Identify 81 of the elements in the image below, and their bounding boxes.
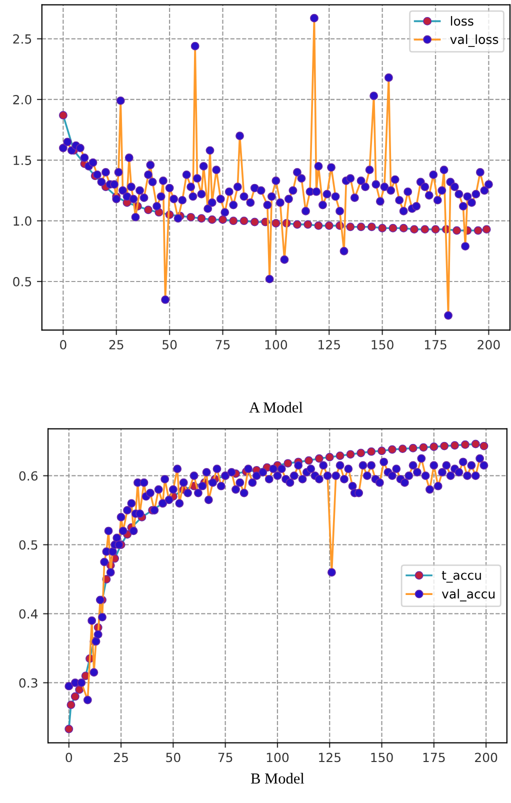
- point: [378, 224, 387, 232]
- point: [314, 454, 324, 463]
- point: [58, 111, 68, 120]
- x-tick-label: 50: [166, 752, 180, 762]
- point: [398, 444, 407, 454]
- x-tick-label: 200: [478, 340, 500, 350]
- point: [388, 224, 398, 232]
- point: [304, 220, 312, 229]
- point: [367, 447, 376, 456]
- y-tick-label: 0.6: [19, 471, 38, 481]
- legend-label: t_accu: [442, 570, 481, 583]
- point: [240, 216, 248, 226]
- point: [431, 225, 440, 234]
- x-tick-label: 50: [162, 340, 177, 350]
- y-tick-label: 1.5: [14, 156, 32, 166]
- x-tick-label: 25: [109, 340, 124, 350]
- point: [284, 459, 292, 468]
- point: [272, 219, 280, 228]
- point: [378, 446, 386, 456]
- y-tick-label: 0.5: [19, 540, 38, 550]
- point: [460, 440, 470, 449]
- point: [250, 218, 259, 226]
- point: [325, 452, 334, 462]
- point: [399, 224, 408, 232]
- x-tick-label: 100: [266, 752, 289, 762]
- x-tick-label: 75: [216, 340, 230, 350]
- point: [419, 443, 428, 452]
- x-tick-label: 0: [60, 340, 66, 350]
- point: [197, 214, 206, 223]
- y-tick-label: 2.0: [13, 94, 32, 104]
- point: [218, 215, 227, 224]
- y-tick-label: 0.4: [19, 609, 38, 619]
- point: [367, 222, 376, 232]
- point: [66, 700, 76, 710]
- y-tick-label: 0.5: [13, 276, 32, 286]
- point: [356, 448, 366, 458]
- point: [482, 225, 491, 234]
- y-tick-label: 2.5: [13, 34, 32, 44]
- x-tick-label: 100: [265, 340, 288, 350]
- point: [474, 226, 482, 235]
- point: [346, 450, 355, 459]
- point: [440, 442, 449, 450]
- x-axis-title: A Model: [249, 402, 303, 413]
- x-tick-label: 125: [318, 340, 340, 350]
- point: [420, 225, 430, 234]
- x-tick-label: 0: [66, 752, 72, 762]
- x-tick-label: 175: [423, 752, 445, 762]
- point: [346, 222, 355, 232]
- point: [471, 440, 480, 448]
- legend-label: loss: [450, 16, 474, 26]
- x-tick-label: 125: [319, 752, 340, 762]
- point: [452, 226, 462, 235]
- point: [324, 221, 334, 230]
- point: [336, 451, 344, 460]
- point: [356, 222, 366, 232]
- point: [144, 206, 153, 214]
- point: [408, 444, 418, 452]
- point: [304, 456, 313, 465]
- y-tick-label: 1.0: [14, 216, 32, 226]
- point: [186, 212, 196, 222]
- y-tick-label: 0.3: [19, 678, 38, 688]
- point: [314, 221, 323, 230]
- point: [450, 441, 460, 450]
- x-tick-label: 25: [114, 752, 128, 762]
- x-tick-label: 200: [475, 752, 498, 762]
- x-axis-title: B Model: [250, 772, 304, 784]
- point: [430, 442, 438, 451]
- x-tick-label: 150: [371, 752, 393, 762]
- x-tick-label: 75: [218, 752, 232, 762]
- point: [388, 445, 396, 454]
- point: [70, 692, 80, 701]
- point: [410, 225, 418, 234]
- x-tick-label: 150: [372, 340, 394, 350]
- legend-label: val_loss: [450, 34, 498, 47]
- point: [292, 220, 302, 229]
- point: [229, 216, 238, 226]
- point: [64, 724, 74, 734]
- point: [480, 442, 488, 450]
- x-tick-label: 175: [424, 340, 446, 350]
- legend-label: val_accu: [442, 588, 495, 602]
- point: [208, 215, 216, 224]
